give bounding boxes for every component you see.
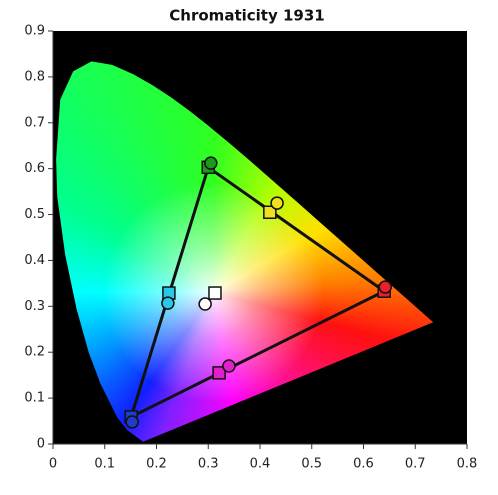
measured-marker [125, 415, 139, 429]
y-tick-label: 0.2 [24, 345, 45, 360]
x-tick-label: 0.8 [457, 457, 478, 472]
x-tick-label: 0.4 [250, 457, 271, 472]
y-tick-label: 0.5 [24, 207, 45, 222]
measured-marker [204, 156, 218, 170]
y-tick-label: 0 [37, 437, 45, 452]
x-tick-label: 0.5 [301, 457, 322, 472]
x-tick-label: 0.7 [405, 457, 426, 472]
y-tick-label: 0.1 [24, 391, 45, 406]
y-tick-label: 0.9 [24, 24, 45, 39]
chart-title: Chromaticity 1931 [169, 7, 324, 25]
y-tick-label: 0.4 [24, 253, 45, 268]
x-tick-label: 0 [49, 457, 57, 472]
x-tick-label: 0.2 [146, 457, 167, 472]
x-tick-label: 0.3 [198, 457, 219, 472]
target-marker [212, 366, 226, 380]
measured-marker [270, 196, 284, 210]
target-marker [208, 286, 222, 300]
y-tick-label: 0.8 [24, 69, 45, 84]
x-tick-label: 0.1 [94, 457, 115, 472]
measured-marker [378, 280, 392, 294]
measured-marker [222, 359, 236, 373]
target-marker [263, 205, 277, 220]
y-tick-label: 0.6 [24, 161, 45, 176]
y-tick-label: 0.7 [24, 115, 45, 130]
x-tick-label: 0.6 [353, 457, 374, 472]
measured-marker [198, 297, 212, 311]
y-tick-label: 0.3 [24, 299, 45, 314]
measured-marker [161, 296, 175, 310]
